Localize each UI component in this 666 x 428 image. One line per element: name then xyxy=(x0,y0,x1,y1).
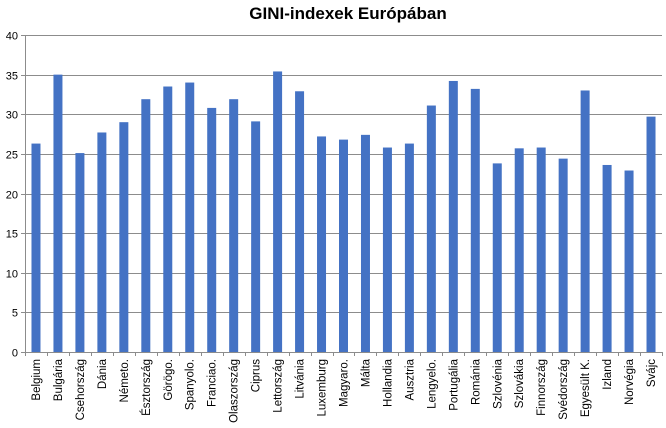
x-category-label: Ciprus xyxy=(251,359,263,392)
x-category-label: Spanyolo. xyxy=(185,359,197,410)
bar xyxy=(514,148,524,352)
x-category-label: Lengyelo. xyxy=(426,359,438,409)
bar xyxy=(360,134,370,352)
bar xyxy=(163,86,173,352)
y-tick-label: 15 xyxy=(6,229,18,241)
bar xyxy=(404,143,414,352)
x-category-label: Szlovákia xyxy=(514,358,526,408)
bar xyxy=(470,88,480,352)
bar xyxy=(492,163,502,352)
bar xyxy=(646,116,656,352)
y-tick-label: 25 xyxy=(6,150,18,162)
x-category-label: Ausztria xyxy=(404,358,416,400)
bar xyxy=(448,80,458,353)
x-category-label: Németo. xyxy=(119,359,131,402)
x-category-label: Románia xyxy=(470,358,482,405)
bar xyxy=(558,158,568,352)
bar xyxy=(382,147,392,352)
y-tick-label: 40 xyxy=(6,31,18,43)
x-category-label: Magyaro. xyxy=(339,359,351,407)
bar xyxy=(185,82,195,353)
x-category-label: Belgium xyxy=(31,359,43,401)
y-tick-label: 20 xyxy=(6,190,18,202)
x-category-label: Norvégia xyxy=(624,358,636,405)
y-tick-label: 5 xyxy=(12,308,18,320)
x-category-label: Málta xyxy=(360,358,372,387)
bar xyxy=(536,147,546,352)
bar xyxy=(602,164,612,352)
bar xyxy=(119,122,129,353)
x-category-label: Finnország xyxy=(536,359,548,416)
bar xyxy=(53,74,63,353)
bar xyxy=(141,99,151,352)
x-category-label: Szlovénia xyxy=(492,358,504,408)
x-category-label: Luxemburg xyxy=(317,359,329,417)
bars xyxy=(31,71,656,353)
bar xyxy=(317,136,327,352)
y-tick-label: 30 xyxy=(6,110,18,122)
x-category-label: Hollandia xyxy=(382,358,394,407)
bar xyxy=(295,91,305,353)
bar xyxy=(97,132,107,352)
x-axis-category-labels: Belgium Bulgária Csehország Dánia Németo. Ész… xyxy=(31,358,658,423)
bar xyxy=(624,170,634,352)
x-category-label: Lettország xyxy=(273,359,285,413)
x-category-label: Litvánia xyxy=(295,358,307,398)
x-category-label: Bulgária xyxy=(53,358,65,401)
x-category-label: Csehország xyxy=(75,359,87,420)
chart-title: GINI-indexek Európában xyxy=(249,4,446,23)
x-category-label: Portugália xyxy=(448,358,460,410)
x-category-label: Dánia xyxy=(97,358,109,389)
x-category-label: Olaszország xyxy=(229,359,241,423)
x-category-label: Egyesült K. xyxy=(580,359,592,417)
bar xyxy=(75,153,85,352)
y-tick-label: 0 xyxy=(12,348,18,360)
y-tick-label: 10 xyxy=(6,269,18,281)
bar xyxy=(580,90,590,352)
x-category-label: Svédország xyxy=(558,359,570,420)
y-tick-label: 35 xyxy=(6,71,18,83)
y-axis-tick-labels: 0 5 10 15 20 25 30 35 40 xyxy=(6,31,18,360)
bar xyxy=(339,139,348,352)
bar xyxy=(207,107,217,352)
x-category-label: Izland xyxy=(602,359,614,390)
x-category-label: Franciao. xyxy=(207,359,219,407)
bar xyxy=(31,143,41,352)
axes xyxy=(21,35,663,356)
x-category-label: Görögo. xyxy=(163,359,175,401)
bar xyxy=(251,121,261,352)
x-category-label: Észtország xyxy=(140,359,153,416)
bar xyxy=(229,99,239,352)
x-category-label: Svájc xyxy=(646,359,658,387)
bar xyxy=(273,71,283,352)
bar xyxy=(426,105,436,352)
